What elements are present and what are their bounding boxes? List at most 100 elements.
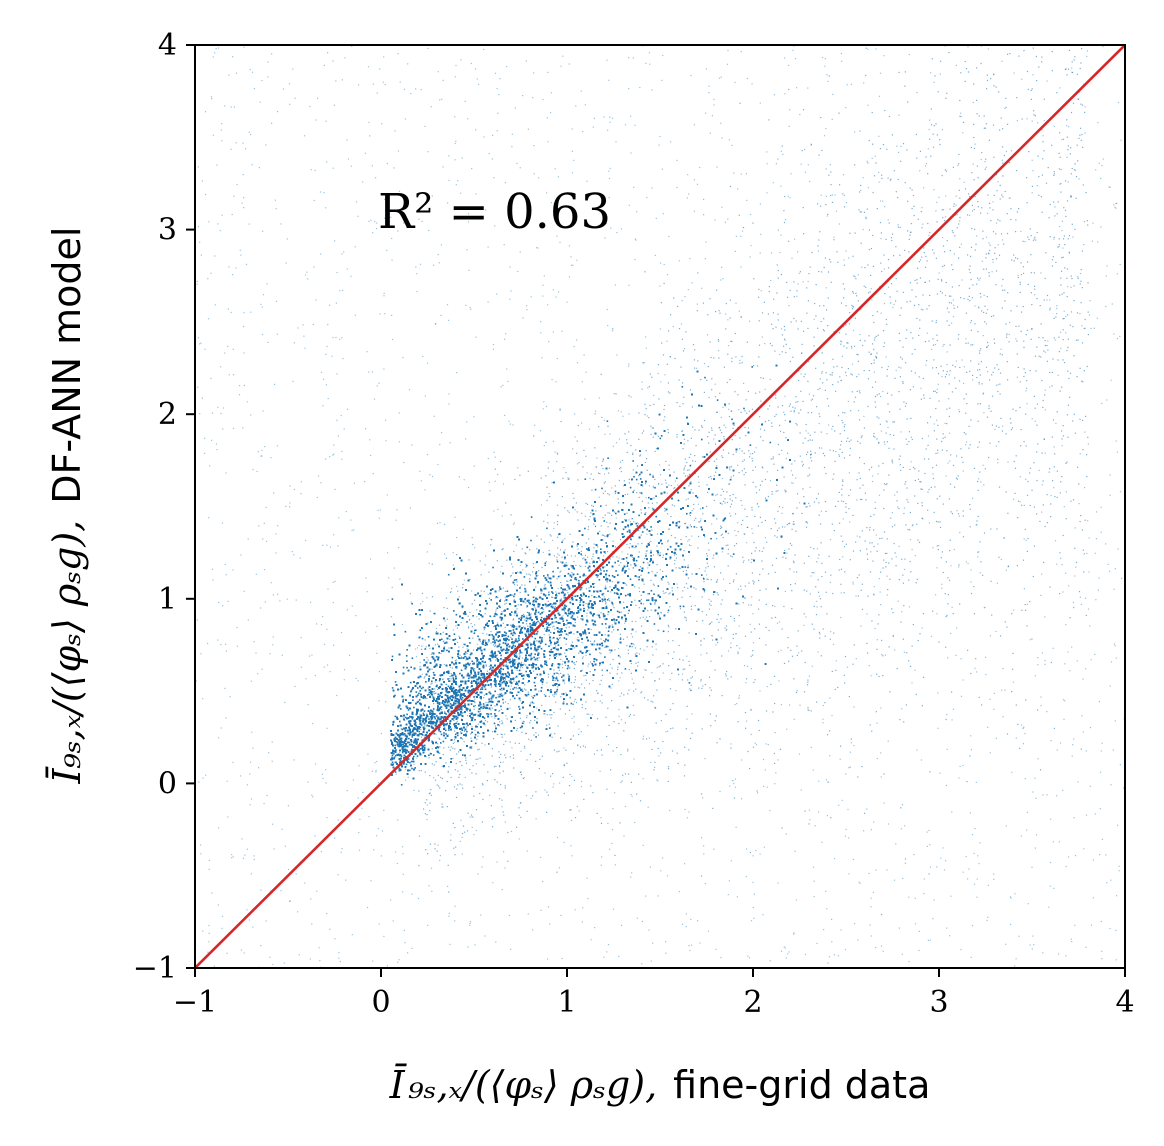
scatter-point	[486, 622, 489, 625]
scatter-point	[464, 643, 466, 646]
scatter-point	[416, 730, 419, 732]
scatter-point	[551, 606, 554, 609]
scatter-point	[544, 643, 547, 646]
scatter-point	[489, 677, 491, 679]
scatter-point	[445, 733, 447, 735]
scatter-point	[497, 640, 500, 643]
scatter-point	[484, 707, 487, 710]
scatter-point	[418, 733, 421, 735]
scatter-point	[481, 688, 484, 690]
scatter-point	[468, 637, 471, 639]
scatter-point	[518, 708, 521, 710]
scatter-point	[569, 601, 571, 604]
scatter-point	[411, 688, 413, 691]
scatter-point	[629, 531, 631, 534]
scatter-point	[601, 623, 604, 625]
scatter-point	[659, 554, 661, 557]
scatter-point	[533, 599, 535, 602]
scatter-point	[494, 651, 496, 653]
scatter-point	[411, 767, 413, 770]
scatter-point	[535, 575, 538, 577]
scatter-point	[454, 638, 457, 641]
scatter-point	[445, 713, 447, 715]
scatter-point	[648, 564, 651, 566]
scatter-point	[617, 560, 619, 562]
scatter-point	[567, 572, 570, 575]
scatter-point	[527, 594, 530, 596]
scatter-point	[428, 754, 430, 757]
scatter-point	[635, 522, 637, 525]
scatter-point	[532, 727, 534, 729]
scatter-point	[513, 579, 516, 581]
scatter-point	[532, 596, 535, 599]
scatter-point	[660, 435, 663, 437]
scatter-point	[450, 687, 452, 689]
scatter-point	[412, 716, 414, 718]
scatter-point	[430, 753, 432, 755]
scatter-point	[687, 566, 689, 569]
scatter-point	[465, 663, 467, 666]
scatter-point	[465, 709, 468, 711]
scatter-point	[432, 754, 435, 756]
scatter-point	[624, 570, 627, 572]
scatter-point	[545, 661, 548, 664]
scatter-point	[526, 564, 528, 567]
scatter-point	[530, 652, 533, 655]
scatter-point	[667, 548, 669, 551]
scatter-point	[548, 727, 551, 729]
scatter-point	[636, 525, 639, 527]
scatter-point	[560, 634, 562, 636]
scatter-point	[541, 637, 543, 639]
scatter-point	[731, 418, 733, 421]
scatter-point	[635, 559, 638, 562]
scatter-point	[435, 685, 438, 688]
scatter-point	[503, 688, 505, 691]
scatter-point	[451, 656, 454, 659]
scatter-point	[606, 669, 608, 672]
scatter-point	[405, 655, 408, 657]
scatter-point	[506, 590, 509, 592]
scatter-point	[413, 755, 415, 758]
scatter-point	[440, 718, 442, 721]
scatter-point	[416, 701, 419, 704]
scatter-point	[502, 678, 504, 680]
scatter-point	[548, 593, 550, 596]
scatter-point	[608, 574, 610, 577]
scatter-point	[577, 610, 580, 612]
scatter-point	[527, 633, 530, 635]
scatter-point	[471, 660, 474, 663]
scatter-point	[701, 438, 703, 441]
scatter-point	[457, 694, 459, 696]
scatter-point	[532, 697, 534, 699]
scatter-point	[409, 681, 412, 684]
scatter-point	[427, 636, 430, 638]
scatter-point	[502, 668, 504, 671]
scatter-point	[619, 638, 622, 640]
scatter-point	[523, 576, 526, 578]
scatter-point	[472, 663, 474, 665]
scatter-point	[588, 547, 590, 549]
scatter-point	[460, 705, 463, 707]
scatter-point	[499, 586, 501, 588]
scatter-point	[557, 644, 560, 646]
scatter-point	[565, 655, 567, 658]
scatter-point	[580, 586, 583, 589]
scatter-point	[460, 732, 463, 735]
scatter-point	[617, 593, 619, 595]
scatter-point	[604, 640, 606, 643]
scatter-point	[391, 754, 394, 757]
scatter-point	[629, 486, 632, 489]
scatter-point	[632, 460, 634, 462]
scatter-point	[503, 687, 505, 690]
scatter-point	[595, 658, 598, 661]
scatter-point	[404, 749, 406, 752]
scatter-point	[567, 664, 569, 667]
scatter-point	[528, 612, 530, 614]
scatter-point	[414, 732, 417, 735]
scatter-point	[516, 694, 518, 697]
scatter-point	[568, 677, 570, 679]
scatter-point	[505, 649, 507, 652]
scatter-point	[686, 512, 688, 515]
scatter-point	[452, 681, 455, 683]
scatter-point	[417, 694, 419, 696]
